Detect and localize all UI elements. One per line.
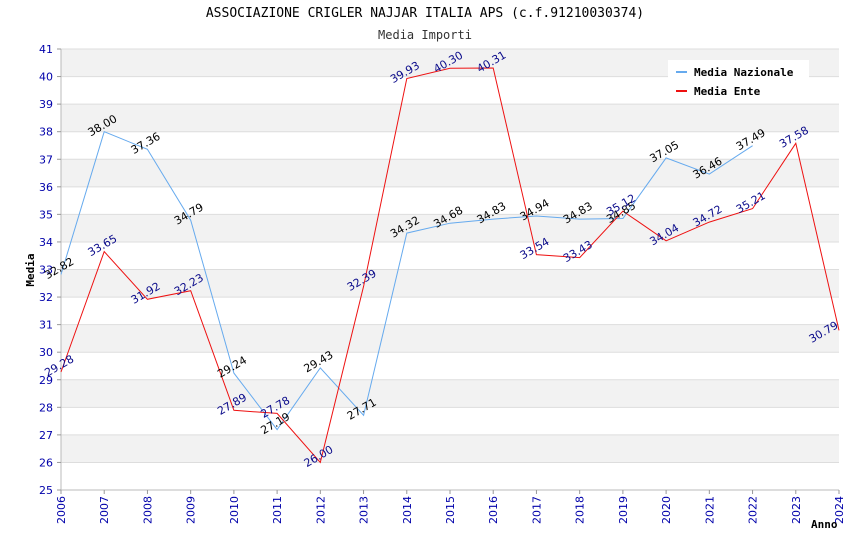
chart-title: ASSOCIAZIONE CRIGLER NAJJAR ITALIA APS (… xyxy=(205,6,645,21)
x-tick-label: 2009 xyxy=(185,496,198,524)
x-tick-label: 2017 xyxy=(530,496,543,524)
x-tick-label: 2018 xyxy=(574,496,587,524)
y-tick-label: 26 xyxy=(39,456,53,469)
y-tick-label: 36 xyxy=(39,181,53,194)
x-tick-label: 2015 xyxy=(444,496,457,524)
grid-band xyxy=(61,434,839,463)
grid-band xyxy=(61,324,839,353)
x-tick-label: 2024 xyxy=(833,496,846,524)
x-tick-label: 2010 xyxy=(228,496,241,524)
y-tick-label: 34 xyxy=(39,236,53,249)
x-tick-label: 2019 xyxy=(617,496,630,524)
y-tick-label: 38 xyxy=(39,126,53,139)
y-tick-label: 31 xyxy=(39,319,53,332)
grid-band xyxy=(61,159,839,187)
grid-band xyxy=(61,104,839,132)
y-tick-label: 25 xyxy=(39,484,53,497)
x-tick-label: 2013 xyxy=(358,496,371,524)
legend-box xyxy=(668,60,809,102)
y-tick-label: 39 xyxy=(39,98,53,111)
x-tick-label: 2016 xyxy=(487,496,500,524)
x-tick-label: 2021 xyxy=(703,496,716,524)
data-label-media-nazionale: 37.36 xyxy=(129,130,163,157)
y-tick-label: 37 xyxy=(39,153,53,166)
legend-label-media-ente: Media Ente xyxy=(694,85,761,98)
grid-band xyxy=(61,379,839,408)
grid-band xyxy=(61,214,839,242)
x-tick-label: 2020 xyxy=(660,496,673,524)
chart-subtitle: Media Importi xyxy=(378,28,472,42)
y-tick-label: 40 xyxy=(39,71,53,84)
x-tick-label: 2006 xyxy=(55,496,68,524)
y-axis-title: Media xyxy=(24,253,37,286)
y-tick-label: 35 xyxy=(39,208,53,221)
x-tick-label: 2023 xyxy=(790,496,803,524)
x-tick-label: 2011 xyxy=(271,496,284,524)
x-tick-label: 2022 xyxy=(747,496,760,524)
series-line-media-ente xyxy=(60,67,840,464)
y-tick-label: 33 xyxy=(39,264,53,277)
y-tick-label: 29 xyxy=(39,374,53,387)
y-tick-label: 41 xyxy=(39,43,53,56)
x-tick-label: 2014 xyxy=(401,496,414,524)
x-tick-label: 2012 xyxy=(314,496,327,524)
y-tick-label: 27 xyxy=(39,429,53,442)
y-tick-label: 32 xyxy=(39,291,53,304)
x-axis-title: Anno xyxy=(811,518,838,531)
y-tick-label: 28 xyxy=(39,401,53,414)
data-label-media-ente: 35.21 xyxy=(734,189,768,216)
data-label-media-nazionale: 29.24 xyxy=(215,354,249,381)
y-tick-label: 30 xyxy=(39,346,53,359)
x-tick-label: 2007 xyxy=(98,496,111,524)
series-line-media-nazionale xyxy=(60,131,753,431)
grid-band xyxy=(61,269,839,298)
x-tick-label: 2008 xyxy=(141,496,154,524)
legend-label-media-nazionale: Media Nazionale xyxy=(694,66,794,79)
